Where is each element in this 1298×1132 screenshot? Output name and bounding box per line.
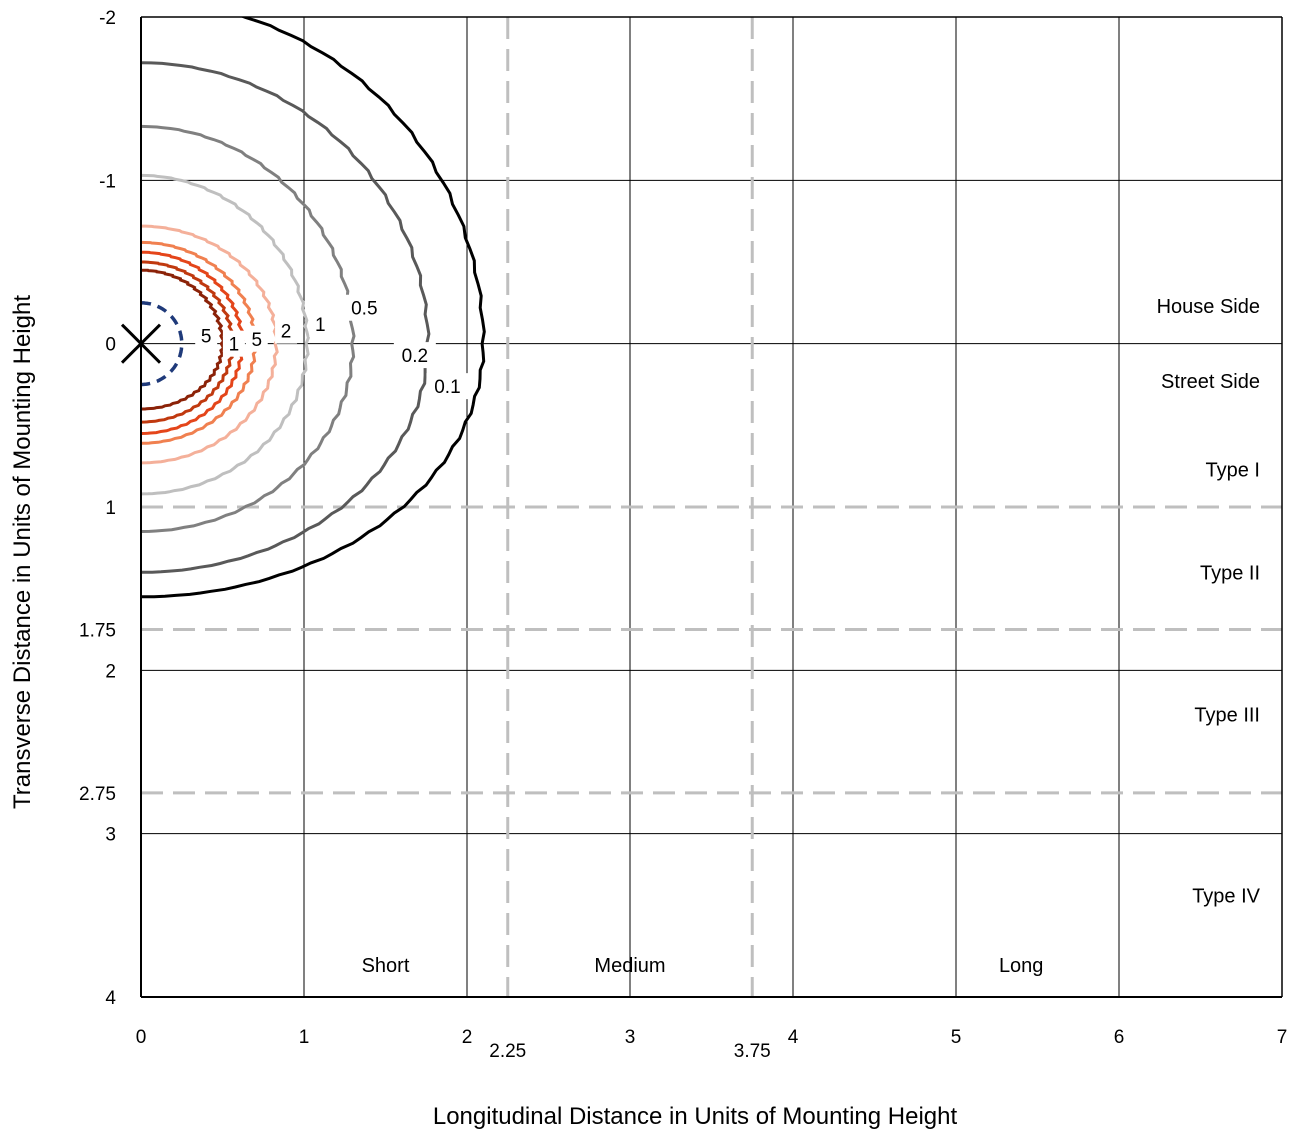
- lateral-region-label: Type II: [1200, 562, 1260, 584]
- contour-line: [141, 61, 431, 574]
- x-tick-label: 1: [299, 1027, 310, 1048]
- x-axis-title: Longitudinal Distance in Units of Mounti…: [433, 1103, 958, 1130]
- contour-label-bg: [222, 330, 245, 357]
- y-tick-label: 0: [105, 335, 116, 356]
- reference-lines: [141, 17, 1282, 997]
- y-tick-label: 3: [105, 825, 116, 846]
- contour-label-bg: [245, 325, 268, 352]
- tick-labels: 0 1 2 3 4 5 6 7 2.25 3.75 -2 -1 0 1 1.75 2 2.75 3 4: [79, 8, 1287, 1062]
- x-tick-label: 7: [1277, 1027, 1288, 1048]
- contour-label: 0.1: [434, 377, 460, 398]
- y-tick-label: 2.75: [79, 784, 116, 805]
- vertical-region-label: Short: [362, 955, 410, 977]
- contour-label: 1: [315, 315, 326, 336]
- region-labels: House Side Street Side Type I Type II Type I…: [362, 296, 1261, 977]
- y-tick-label: -1: [99, 171, 116, 192]
- plot-frame: [140, 16, 1283, 998]
- contour-label: 5: [201, 327, 212, 348]
- lateral-region-label: Type IV: [1192, 886, 1260, 908]
- x-tick-label: 3.75: [734, 1041, 771, 1062]
- y-tick-label: 1: [105, 498, 116, 519]
- contour-line: [141, 124, 356, 533]
- x-tick-label: 2: [462, 1027, 473, 1048]
- contour-label-bg: [275, 317, 298, 344]
- contour-label-bg: [426, 373, 469, 400]
- contour-label: 1: [229, 335, 240, 356]
- vertical-region-label: Long: [999, 955, 1044, 977]
- y-tick-label: -2: [99, 8, 116, 29]
- y-axis-title: Transverse Distance in Units of Mounting…: [9, 295, 36, 809]
- x-tick-label: 4: [788, 1027, 799, 1048]
- vertical-region-label: Medium: [594, 955, 665, 977]
- y-tick-label: 1.75: [79, 621, 116, 642]
- lateral-region-label: Type III: [1194, 704, 1260, 726]
- x-tick-label: 5: [951, 1027, 962, 1048]
- x-tick-label: 2.25: [489, 1041, 526, 1062]
- x-tick-label: 6: [1114, 1027, 1125, 1048]
- contour-line: [141, 224, 280, 465]
- contour-label: 5: [251, 330, 262, 351]
- contour-label-bg: [309, 311, 332, 338]
- y-tick-label: 2: [105, 661, 116, 682]
- y-tick-label: 4: [105, 988, 116, 1009]
- contour-label-bg: [343, 294, 386, 321]
- lateral-region-label: House Side: [1157, 296, 1260, 318]
- contour-label-bg: [393, 342, 436, 369]
- contour-label: 2: [281, 322, 292, 343]
- lateral-region-label: Street Side: [1161, 371, 1260, 393]
- contour-label-bg: [195, 322, 218, 349]
- contour-label: 0.2: [402, 346, 428, 367]
- lateral-region-label: Type I: [1206, 459, 1260, 481]
- contour-line: [141, 301, 184, 387]
- contour-line: [141, 17, 486, 599]
- contour-line: [141, 173, 310, 496]
- contour-line: [141, 268, 226, 411]
- x-tick-label: 0: [136, 1027, 147, 1048]
- contour-label: 0.5: [351, 299, 377, 320]
- x-tick-label: 3: [625, 1027, 636, 1048]
